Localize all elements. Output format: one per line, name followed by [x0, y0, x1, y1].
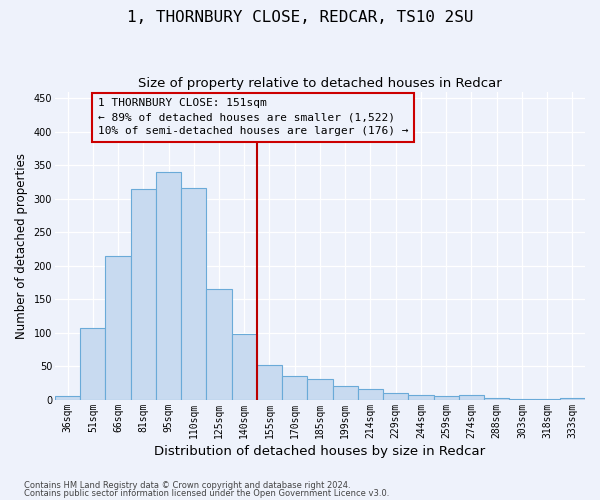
Bar	[131, 190, 156, 400]
Bar	[509, 399, 535, 400]
Bar	[358, 390, 383, 400]
X-axis label: Distribution of detached houses by size in Redcar: Distribution of detached houses by size …	[154, 444, 485, 458]
Text: 1 THORNBURY CLOSE: 151sqm
← 89% of detached houses are smaller (1,522)
10% of se: 1 THORNBURY CLOSE: 151sqm ← 89% of detac…	[98, 98, 409, 136]
Bar	[206, 289, 232, 400]
Bar	[232, 334, 257, 400]
Text: Contains HM Land Registry data © Crown copyright and database right 2024.: Contains HM Land Registry data © Crown c…	[24, 481, 350, 490]
Bar	[307, 380, 332, 400]
Bar	[383, 393, 409, 400]
Bar	[434, 396, 459, 400]
Bar	[282, 376, 307, 400]
Bar	[55, 396, 80, 400]
Y-axis label: Number of detached properties: Number of detached properties	[15, 152, 28, 338]
Text: 1, THORNBURY CLOSE, REDCAR, TS10 2SU: 1, THORNBURY CLOSE, REDCAR, TS10 2SU	[127, 10, 473, 25]
Bar	[156, 172, 181, 400]
Title: Size of property relative to detached houses in Redcar: Size of property relative to detached ho…	[138, 78, 502, 90]
Bar	[332, 386, 358, 400]
Bar	[484, 398, 509, 400]
Bar	[257, 366, 282, 400]
Bar	[459, 395, 484, 400]
Bar	[560, 398, 585, 400]
Bar	[106, 256, 131, 400]
Bar	[181, 188, 206, 400]
Bar	[409, 395, 434, 400]
Text: Contains public sector information licensed under the Open Government Licence v3: Contains public sector information licen…	[24, 488, 389, 498]
Bar	[535, 399, 560, 400]
Bar	[80, 328, 106, 400]
